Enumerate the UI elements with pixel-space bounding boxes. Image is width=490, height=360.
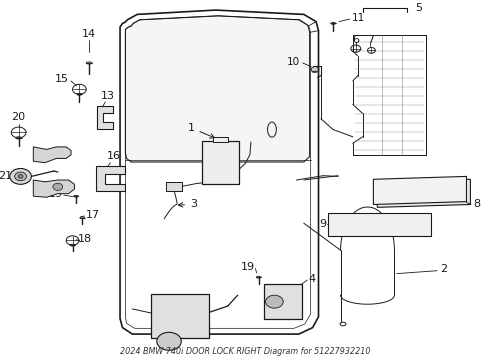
FancyBboxPatch shape xyxy=(328,213,431,236)
Ellipse shape xyxy=(70,244,75,246)
Text: 13: 13 xyxy=(101,91,115,101)
Ellipse shape xyxy=(86,62,92,64)
Text: 4: 4 xyxy=(309,274,316,284)
Circle shape xyxy=(266,295,283,308)
Text: 1: 1 xyxy=(188,123,215,138)
Polygon shape xyxy=(96,166,125,191)
Text: 8: 8 xyxy=(473,199,480,210)
Text: 19: 19 xyxy=(49,189,63,199)
Circle shape xyxy=(15,172,26,181)
Polygon shape xyxy=(125,16,310,162)
Circle shape xyxy=(10,168,31,184)
Circle shape xyxy=(311,67,319,72)
Text: 19: 19 xyxy=(241,262,255,272)
Text: 2024 BMW 740i DOOR LOCK RIGHT Diagram for 51227932210: 2024 BMW 740i DOOR LOCK RIGHT Diagram fo… xyxy=(120,347,370,356)
Text: 3: 3 xyxy=(178,199,197,210)
Text: 10: 10 xyxy=(287,57,300,67)
FancyBboxPatch shape xyxy=(213,137,228,142)
FancyBboxPatch shape xyxy=(264,284,302,319)
Text: 2: 2 xyxy=(440,264,447,274)
Text: 14: 14 xyxy=(82,29,96,39)
Ellipse shape xyxy=(331,22,336,24)
Polygon shape xyxy=(33,147,71,163)
Text: 12: 12 xyxy=(190,315,204,325)
Polygon shape xyxy=(97,106,113,129)
Ellipse shape xyxy=(74,195,78,197)
Text: 5: 5 xyxy=(416,3,422,13)
FancyBboxPatch shape xyxy=(202,141,239,184)
Circle shape xyxy=(157,332,181,350)
Text: 15: 15 xyxy=(54,74,69,84)
Polygon shape xyxy=(377,179,470,207)
FancyBboxPatch shape xyxy=(151,294,209,338)
Text: 9: 9 xyxy=(319,219,326,229)
Text: 7: 7 xyxy=(367,35,374,45)
Circle shape xyxy=(18,175,23,178)
Ellipse shape xyxy=(256,276,261,278)
Text: 11: 11 xyxy=(352,13,365,23)
Text: 18: 18 xyxy=(77,234,92,244)
Polygon shape xyxy=(33,180,74,197)
Polygon shape xyxy=(373,176,466,204)
Text: 17: 17 xyxy=(86,210,100,220)
FancyBboxPatch shape xyxy=(166,182,182,191)
Text: 6: 6 xyxy=(352,35,359,45)
Circle shape xyxy=(53,183,63,190)
Text: 21: 21 xyxy=(0,171,12,181)
Text: 16: 16 xyxy=(107,151,121,161)
Text: 20: 20 xyxy=(12,112,25,122)
Ellipse shape xyxy=(16,137,22,139)
Ellipse shape xyxy=(80,217,85,219)
Ellipse shape xyxy=(77,94,82,95)
